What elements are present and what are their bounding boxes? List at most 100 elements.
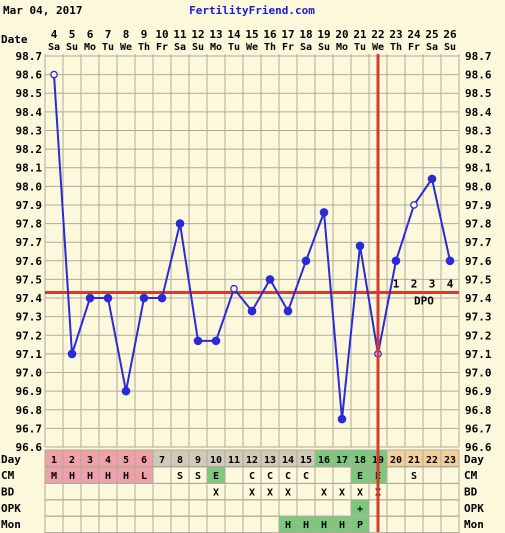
y-tick-label-left: 98.6 bbox=[16, 69, 43, 82]
y-tick-label-left: 97.0 bbox=[16, 367, 43, 380]
grid-lines bbox=[44, 54, 460, 448]
y-tick-label-left: 97.3 bbox=[16, 311, 43, 324]
y-tick-label-right: 96.8 bbox=[465, 404, 492, 417]
observation-value: X bbox=[267, 487, 273, 498]
cycle-day-label: 22 bbox=[426, 455, 438, 466]
weekday-label: We bbox=[120, 42, 132, 53]
row-label-left: CM bbox=[1, 469, 15, 482]
date-number: 6 bbox=[87, 28, 94, 41]
observation-value: X bbox=[357, 487, 363, 498]
temperature-point bbox=[301, 256, 311, 266]
date-number: 4 bbox=[51, 28, 58, 41]
cycle-day-label: 16 bbox=[318, 455, 330, 466]
dpo-number: 4 bbox=[447, 277, 454, 290]
y-tick-label-right: 97.3 bbox=[465, 311, 492, 324]
cycle-day-label: 9 bbox=[195, 455, 201, 466]
y-tick-label-left: 96.7 bbox=[16, 422, 43, 435]
y-tick-label-right: 97.8 bbox=[465, 218, 492, 231]
cycle-day-label: 11 bbox=[228, 455, 240, 466]
y-tick-label-left: 96.9 bbox=[16, 385, 43, 398]
day-row-label-right: Day bbox=[464, 453, 484, 466]
weekday-label: Th bbox=[264, 42, 276, 53]
site-link[interactable]: FertilityFriend.com bbox=[189, 4, 315, 17]
cycle-day-label: 5 bbox=[123, 455, 129, 466]
temperature-point bbox=[247, 306, 257, 316]
weekday-label: Mo bbox=[84, 42, 96, 53]
weekday-label: Tu bbox=[354, 42, 366, 53]
observation-value: H bbox=[321, 520, 327, 531]
cycle-day-label: 8 bbox=[177, 455, 183, 466]
y-tick-label-left: 97.2 bbox=[16, 329, 43, 342]
cycle-day-label: 21 bbox=[408, 455, 420, 466]
date-number: 20 bbox=[335, 28, 348, 41]
y-tick-label-left: 97.4 bbox=[16, 292, 43, 305]
weekday-label: Su bbox=[66, 42, 78, 53]
observation-value: S bbox=[195, 471, 201, 482]
observation-value: C bbox=[285, 471, 291, 482]
row-label-right: CM bbox=[464, 469, 478, 482]
temperature-point bbox=[319, 208, 329, 217]
date-number: 17 bbox=[281, 28, 294, 41]
row-label-left: Mon bbox=[1, 518, 21, 531]
observation-value: C bbox=[303, 471, 309, 482]
y-tick-label-right: 98.6 bbox=[465, 69, 492, 82]
temperature-point bbox=[85, 293, 95, 303]
y-tick-label-right: 98.4 bbox=[465, 106, 492, 119]
weekday-label: Su bbox=[192, 42, 204, 53]
row-label-right: OPK bbox=[464, 502, 484, 515]
y-tick-label-left: 97.6 bbox=[16, 255, 43, 268]
weekday-label: Mo bbox=[210, 42, 222, 53]
weekday-label: Su bbox=[318, 42, 330, 53]
dpo-number: 2 bbox=[411, 277, 418, 290]
cycle-day-cell bbox=[440, 449, 460, 467]
observation-value: X bbox=[321, 487, 327, 498]
y-tick-label-right: 97.9 bbox=[465, 199, 492, 212]
chart-date: Mar 04, 2017 bbox=[3, 4, 82, 17]
date-number: 9 bbox=[141, 28, 148, 41]
temperature-point bbox=[157, 293, 167, 303]
date-number: 13 bbox=[209, 28, 222, 41]
weekday-label: Fr bbox=[408, 42, 420, 53]
weekday-label: We bbox=[246, 42, 258, 53]
row-label-right: BD bbox=[464, 485, 478, 498]
date-row-label: Date bbox=[1, 33, 28, 46]
observation-value: X bbox=[339, 487, 345, 498]
temperature-point bbox=[175, 219, 185, 228]
weekday-label: Mo bbox=[336, 42, 348, 53]
y-tick-label-right: 96.6 bbox=[465, 441, 492, 454]
date-number: 24 bbox=[407, 28, 421, 41]
y-tick-label-right: 98.3 bbox=[465, 124, 492, 137]
y-tick-label-right: 98.0 bbox=[465, 180, 492, 193]
observation-value: C bbox=[249, 471, 255, 482]
cycle-day-label: 3 bbox=[87, 455, 93, 466]
y-tick-label-right: 96.9 bbox=[465, 385, 492, 398]
y-tick-label-right: 97.5 bbox=[465, 273, 492, 286]
date-number: 7 bbox=[105, 28, 112, 41]
observation-value: H bbox=[105, 471, 111, 482]
temperature-point-open bbox=[50, 70, 58, 79]
temperature-point-open bbox=[230, 284, 238, 293]
y-tick-label-right: 98.7 bbox=[465, 50, 492, 63]
weekday-label: Su bbox=[444, 42, 456, 53]
temperature-point bbox=[427, 174, 437, 184]
y-tick-label-right: 98.2 bbox=[465, 143, 492, 156]
temperature-point bbox=[139, 293, 149, 303]
weekday-label: Sa bbox=[300, 42, 312, 53]
date-number: 23 bbox=[389, 28, 402, 41]
y-tick-label-right: 97.2 bbox=[465, 329, 492, 342]
y-tick-label-left: 97.1 bbox=[16, 348, 43, 361]
date-number: 16 bbox=[263, 28, 277, 41]
y-tick-label-left: 98.1 bbox=[16, 162, 43, 175]
observation-value: H bbox=[339, 520, 345, 531]
y-tick-label-right: 97.7 bbox=[465, 236, 492, 249]
cycle-day-label: 1 bbox=[51, 455, 57, 466]
dpo-label: DPO bbox=[414, 294, 434, 307]
weekday-label: Sa bbox=[48, 42, 60, 53]
y-tick-label-left: 98.3 bbox=[16, 124, 43, 137]
observation-value: H bbox=[303, 520, 309, 531]
date-number: 8 bbox=[123, 28, 130, 41]
cycle-day-label: 13 bbox=[264, 455, 276, 466]
y-tick-label-right: 97.4 bbox=[465, 292, 492, 305]
observation-value: H bbox=[69, 471, 75, 482]
dpo-number: 1 bbox=[393, 277, 400, 290]
